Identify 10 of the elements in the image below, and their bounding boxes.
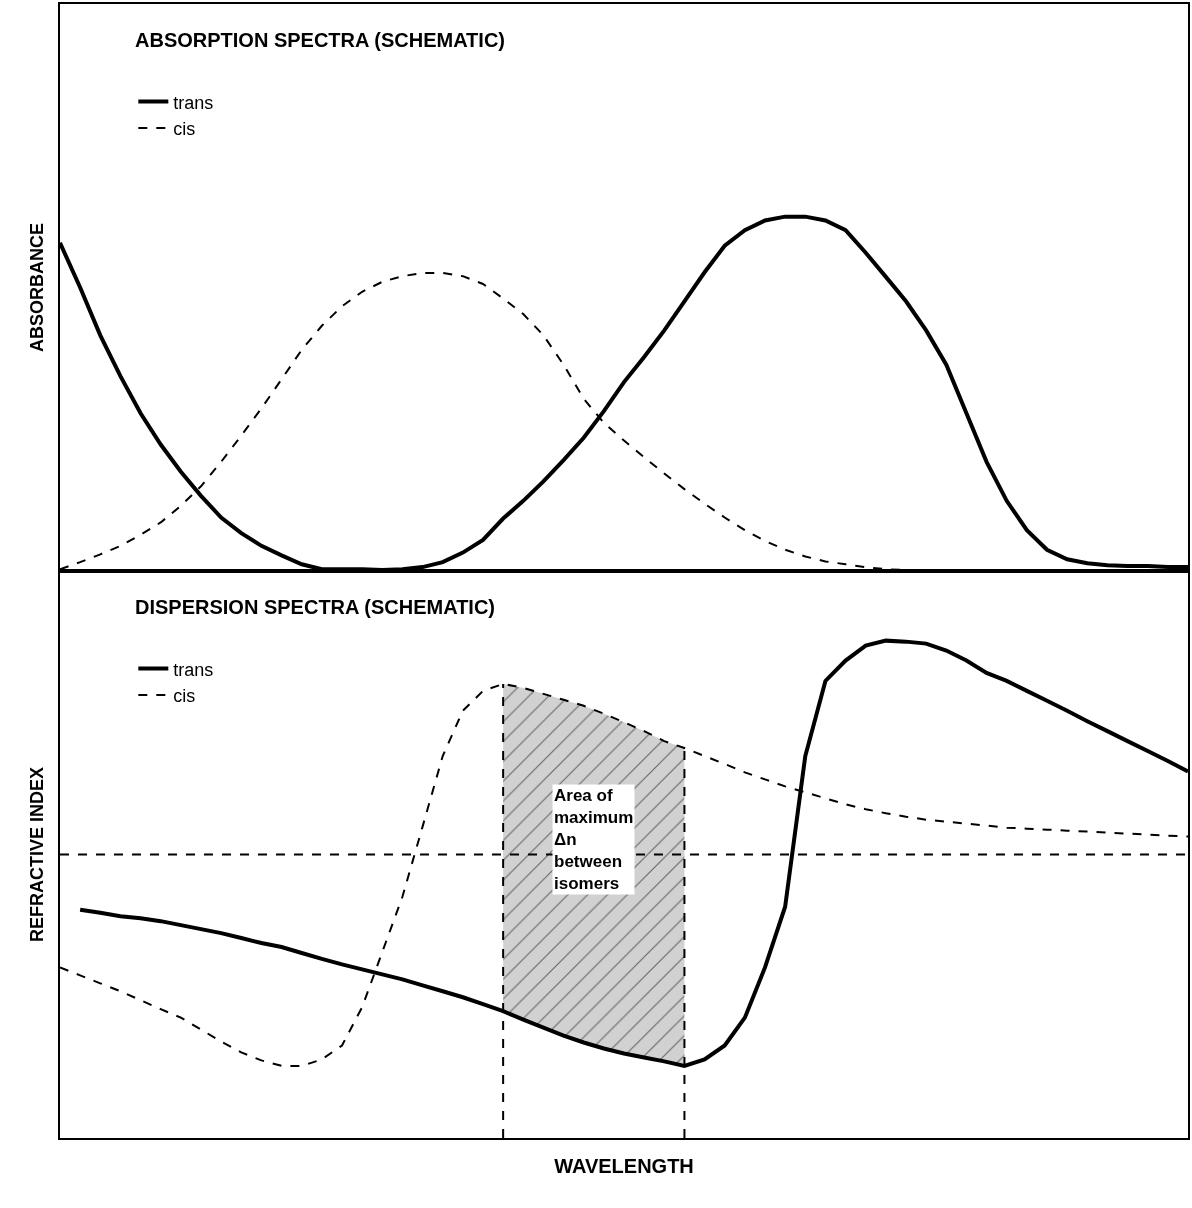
legend-label: cis [173,119,196,139]
y-axis-title: REFRACTIVE INDEX [26,766,47,943]
chart-title: DISPERSION SPECTRA (SCHEMATIC) [135,596,496,618]
annotation: Area of maximum Δn between isomers [554,786,634,894]
y-axis-title: ABSORBANCE [26,222,47,353]
legend-label: cis [173,686,196,706]
legend-label: trans [173,659,214,680]
chart-title: ABSORPTION SPECTRA (SCHEMATIC) [135,29,505,51]
x-axis-title: WAVELENGTH [554,1155,694,1177]
legend-label: trans [173,92,214,113]
